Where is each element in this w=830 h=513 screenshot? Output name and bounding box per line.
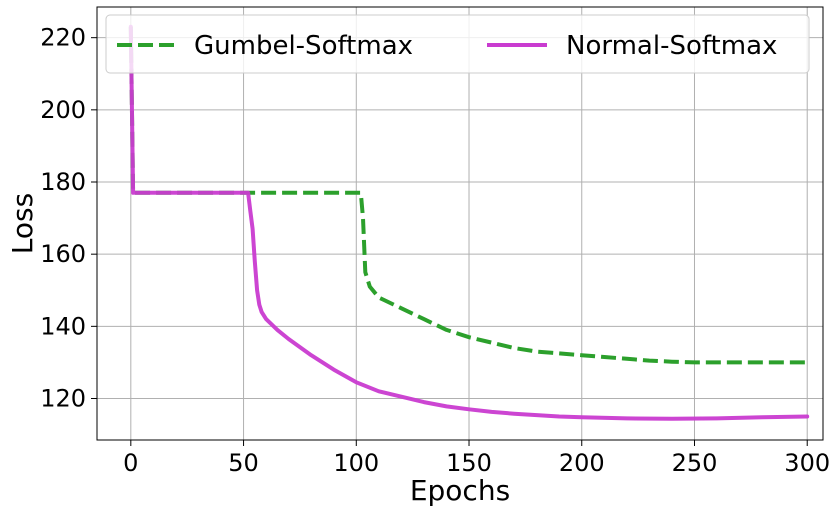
legend-label-gumbel-softmax: Gumbel-Softmax xyxy=(194,31,413,61)
y-tick-label: 120 xyxy=(40,385,86,413)
plot-frame xyxy=(96,6,824,441)
y-tick-label: 160 xyxy=(40,240,86,268)
x-tick-label: 150 xyxy=(446,449,492,477)
series-line-gumbel-softmax xyxy=(128,26,808,365)
x-tick-label: 100 xyxy=(333,449,379,477)
x-tick-label: 50 xyxy=(228,449,259,477)
x-axis-label: Epochs xyxy=(410,474,510,507)
x-tick-label: 300 xyxy=(784,449,830,477)
y-axis-label: Loss xyxy=(6,193,39,254)
ticks: 0 50 100 150 200 250 300 120 140 160 180 200 220 xyxy=(40,24,830,477)
y-tick-label: 180 xyxy=(40,168,86,196)
y-tick-label: 200 xyxy=(40,96,86,124)
series-lines xyxy=(128,24,810,421)
x-tick-label: 250 xyxy=(672,449,718,477)
y-tick-label: 220 xyxy=(40,24,86,52)
x-tick-label: 0 xyxy=(123,449,138,477)
x-tick-label: 200 xyxy=(559,449,605,477)
legend-label-normal-softmax: Normal-Softmax xyxy=(566,31,777,61)
y-tick-label: 140 xyxy=(40,312,86,340)
legend-box xyxy=(105,14,810,74)
series-line-normal-softmax xyxy=(128,24,810,421)
legend: Gumbel-Softmax Normal-Softmax xyxy=(105,14,810,74)
